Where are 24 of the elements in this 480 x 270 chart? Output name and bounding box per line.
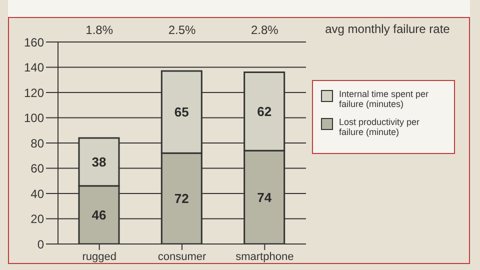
y-tick-label: 80 — [30, 136, 44, 150]
data-label: 65 — [174, 104, 189, 120]
y-tick-label: 20 — [30, 212, 44, 226]
data-label: 72 — [174, 191, 189, 206]
text: 2.8% — [250, 23, 279, 37]
y-tick-label: 40 — [30, 186, 44, 201]
text: 2.5% — [168, 23, 196, 37]
text: avg monthly failure rate — [324, 22, 451, 36]
data-label: 62 — [257, 104, 272, 120]
x-tick-label: rugged — [82, 250, 116, 263]
data-label: 74 — [257, 190, 272, 205]
data-label: 38 — [92, 154, 106, 170]
x-tick-label: smartphone — [236, 250, 294, 263]
x-tick-label: consumer — [158, 250, 206, 263]
legend-label: Lost productivity per failure (minute) — [339, 117, 421, 137]
text: 1.8% — [86, 23, 114, 37]
y-tick-label: 100 — [24, 111, 44, 126]
y-tick-label: 120 — [24, 86, 44, 100]
data-label: 46 — [92, 208, 106, 223]
y-tick-label: 140 — [24, 60, 44, 75]
y-tick-label: 60 — [30, 162, 44, 176]
legend-label: Internal time spent per failure (minutes) — [339, 89, 430, 109]
y-tick-label: 160 — [24, 35, 44, 50]
y-tick-label: 0 — [37, 237, 44, 252]
